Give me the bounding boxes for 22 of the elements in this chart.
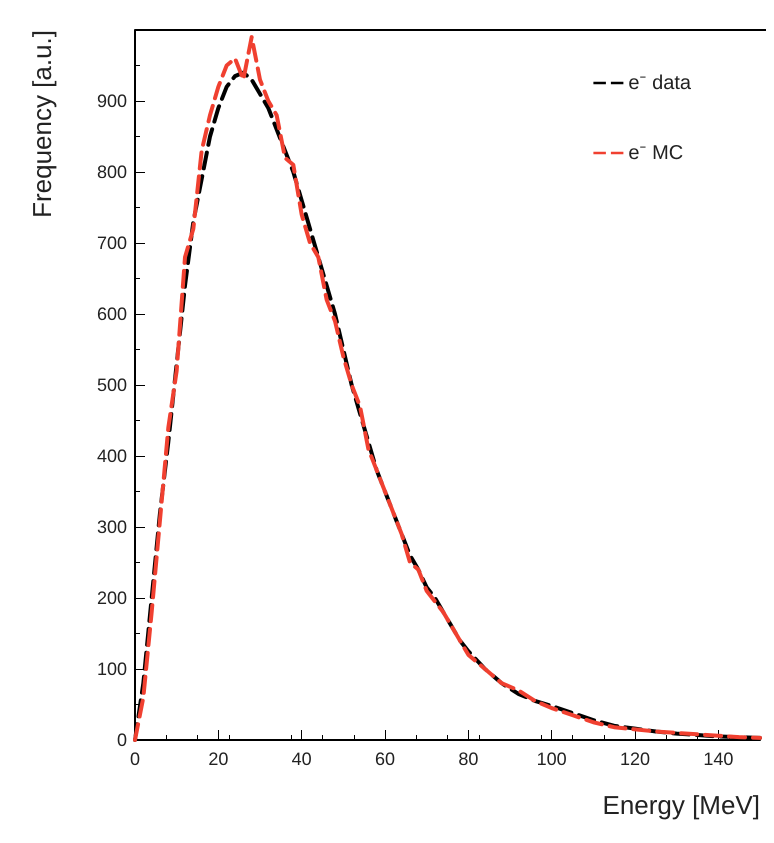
y-tick-label: 400 (96, 446, 127, 466)
y-axis-title: Frequency [a.u.] (27, 30, 57, 218)
x-tick-label: 0 (130, 749, 140, 769)
x-tick-label: 60 (374, 749, 396, 769)
y-tick-label: 900 (96, 91, 127, 111)
x-tick-label: 100 (536, 749, 567, 769)
x-tick-label: 20 (208, 749, 228, 769)
legend-label: e⁻ data (628, 72, 692, 94)
y-tick-label: 0 (116, 730, 127, 750)
y-tick-label: 200 (96, 588, 127, 608)
legend-label: e⁻ MC (628, 142, 684, 164)
y-tick-label: 300 (96, 517, 127, 537)
y-tick-label: 500 (96, 375, 127, 395)
y-tick-label: 800 (96, 162, 127, 182)
x-axis-title: Energy [MeV] (602, 790, 760, 820)
y-tick-label: 100 (96, 659, 127, 679)
y-tick-label: 600 (96, 304, 127, 324)
x-tick-label: 120 (620, 749, 650, 769)
y-tick-label: 700 (96, 233, 127, 253)
x-tick-label: 140 (703, 749, 734, 769)
x-tick-label: 80 (458, 749, 478, 769)
x-tick-label: 40 (292, 749, 312, 769)
